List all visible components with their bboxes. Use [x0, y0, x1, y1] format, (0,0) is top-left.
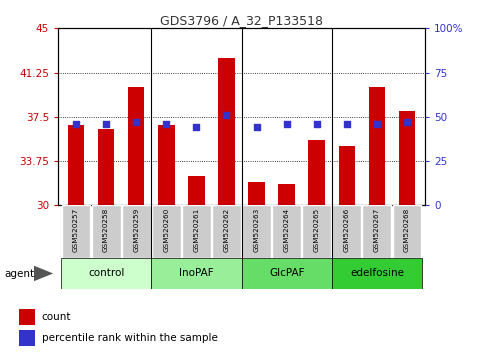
Text: percentile rank within the sample: percentile rank within the sample: [42, 333, 218, 343]
Text: edelfosine: edelfosine: [350, 268, 404, 279]
Point: [193, 125, 200, 130]
Bar: [19, 309, 35, 325]
Bar: [242, 205, 271, 258]
Text: GSM520262: GSM520262: [224, 208, 229, 252]
Point: [132, 119, 140, 125]
Point: [102, 121, 110, 127]
Text: GlcPAF: GlcPAF: [269, 268, 304, 279]
Text: agent: agent: [5, 269, 35, 279]
Point: [283, 121, 290, 127]
Text: InoPAF: InoPAF: [179, 268, 213, 279]
Bar: [92, 205, 121, 258]
Bar: [128, 87, 144, 205]
Bar: [332, 205, 361, 258]
Bar: [68, 125, 85, 205]
Bar: [188, 176, 205, 205]
Bar: [362, 205, 391, 258]
Bar: [369, 87, 385, 205]
Text: GSM520261: GSM520261: [193, 208, 199, 252]
Text: count: count: [42, 312, 71, 322]
Title: GDS3796 / A_32_P133518: GDS3796 / A_32_P133518: [160, 14, 323, 27]
Bar: [302, 205, 331, 258]
Text: GSM520265: GSM520265: [314, 208, 320, 252]
Text: GSM520257: GSM520257: [73, 208, 79, 252]
Text: GSM520258: GSM520258: [103, 208, 109, 252]
Text: GSM520264: GSM520264: [284, 208, 290, 252]
Text: GSM520260: GSM520260: [163, 208, 169, 252]
Text: GSM520268: GSM520268: [404, 208, 410, 252]
Point: [223, 112, 230, 118]
Bar: [278, 184, 295, 205]
Bar: [122, 205, 151, 258]
Point: [253, 125, 260, 130]
Bar: [398, 111, 415, 205]
Bar: [309, 141, 325, 205]
Point: [162, 121, 170, 127]
Bar: [61, 258, 151, 289]
Bar: [272, 205, 301, 258]
Point: [313, 121, 321, 127]
Bar: [61, 205, 90, 258]
Bar: [248, 182, 265, 205]
Bar: [393, 205, 422, 258]
Bar: [332, 258, 422, 289]
Point: [343, 121, 351, 127]
Text: GSM520263: GSM520263: [254, 208, 259, 252]
Bar: [242, 258, 332, 289]
Bar: [158, 125, 174, 205]
Text: GSM520259: GSM520259: [133, 208, 139, 252]
Bar: [218, 58, 235, 205]
Text: control: control: [88, 268, 124, 279]
Point: [72, 121, 80, 127]
Bar: [19, 330, 35, 346]
Bar: [151, 258, 242, 289]
Bar: [182, 205, 211, 258]
Bar: [98, 129, 114, 205]
Text: GSM520266: GSM520266: [344, 208, 350, 252]
Text: GSM520267: GSM520267: [374, 208, 380, 252]
Point: [373, 121, 381, 127]
Bar: [212, 205, 241, 258]
Bar: [152, 205, 181, 258]
Polygon shape: [34, 266, 53, 281]
Bar: [339, 146, 355, 205]
Point: [403, 119, 411, 125]
